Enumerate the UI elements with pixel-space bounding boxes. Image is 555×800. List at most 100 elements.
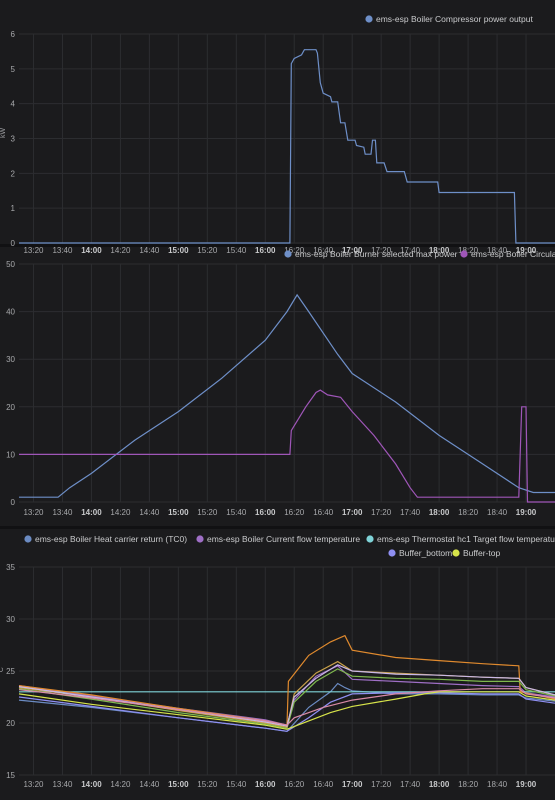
series-line-series-5 bbox=[18, 634, 555, 726]
x-tick-label: 18:00 bbox=[429, 246, 450, 255]
x-tick-label: 13:40 bbox=[52, 780, 73, 789]
x-tick-label: 17:20 bbox=[371, 780, 392, 789]
legend-marker bbox=[284, 250, 292, 258]
legend-label: ems-esp Boiler Circula bbox=[471, 249, 555, 259]
y-tick-label: 50 bbox=[6, 260, 15, 269]
y-tick-label: 15 bbox=[6, 771, 15, 780]
x-tick-label: 17:00 bbox=[342, 246, 363, 255]
x-tick-label: 14:40 bbox=[139, 780, 160, 789]
panel-divider bbox=[0, 244, 555, 247]
x-tick-label: 14:40 bbox=[139, 508, 160, 517]
x-tick-label: 16:00 bbox=[255, 246, 276, 255]
series-line-ems-esp-boiler-compressor-power-output bbox=[19, 49, 555, 244]
legend-marker bbox=[196, 535, 204, 543]
chart-panel-1: 0 1 2 3 4 5 6 13:20 13:40 14:00 14:20 14:40 15:00 15:… bbox=[0, 14, 555, 255]
x-tick-label: 17:40 bbox=[400, 246, 421, 255]
x-tick-label: 15:20 bbox=[197, 246, 218, 255]
series-line-buffer-top bbox=[18, 691, 555, 730]
x-tick-label: 16:40 bbox=[313, 780, 334, 789]
series-line-buffer-bottom bbox=[18, 692, 555, 732]
y-tick-label: 0 bbox=[11, 239, 16, 248]
x-tick-label: 17:40 bbox=[400, 508, 421, 517]
y-tick-label: 10 bbox=[6, 450, 15, 459]
x-tick-label: 18:40 bbox=[487, 246, 508, 255]
series-line-series-6 bbox=[18, 668, 555, 729]
x-tick-label: 18:00 bbox=[429, 508, 450, 517]
y-tick-label: 4 bbox=[11, 100, 16, 109]
x-tick-label: 15:00 bbox=[168, 508, 189, 517]
legend-label: ems-esp Boiler Burner selected max power bbox=[295, 249, 458, 259]
legend-marker bbox=[460, 250, 468, 258]
y-tick-label: 2 bbox=[11, 169, 16, 178]
x-tick-label: 14:00 bbox=[81, 508, 102, 517]
legend-marker bbox=[366, 535, 374, 543]
series-line-ems-esp-boiler-burner-selected-max-power bbox=[19, 293, 555, 498]
x-tick-label: 17:20 bbox=[371, 246, 392, 255]
y-tick-label: 3 bbox=[11, 135, 16, 144]
x-tick-label: 16:40 bbox=[313, 508, 334, 517]
x-tick-label: 14:00 bbox=[81, 246, 102, 255]
x-tick-label: 15:40 bbox=[226, 508, 247, 517]
x-tick-label: 18:20 bbox=[458, 246, 479, 255]
x-tick-label: 15:00 bbox=[168, 780, 189, 789]
x-tick-label: 19:00 bbox=[516, 508, 537, 517]
legend-label: ems-esp Boiler Current flow temperature bbox=[207, 534, 360, 544]
y-axis-unit: kW bbox=[0, 128, 7, 139]
chart-panel-2: 0 10 20 30 40 50 13:20 13:40 14:00 14:20 14:40 15:0… bbox=[6, 249, 555, 517]
legend-marker bbox=[388, 549, 396, 557]
legend-label: Buffer-top bbox=[463, 548, 500, 558]
x-tick-label: 13:40 bbox=[52, 508, 73, 517]
x-tick-label: 14:20 bbox=[110, 780, 131, 789]
x-tick-label: 15:40 bbox=[226, 780, 247, 789]
x-tick-label: 13:20 bbox=[23, 780, 44, 789]
legend-label: Buffer_bottom bbox=[399, 548, 452, 558]
x-tick-label: 19:00 bbox=[516, 246, 537, 255]
x-tick-label: 19:00 bbox=[516, 780, 537, 789]
x-tick-label: 16:00 bbox=[255, 508, 276, 517]
x-tick-label: 16:20 bbox=[284, 780, 305, 789]
x-tick-label: 15:00 bbox=[168, 246, 189, 255]
x-tick-label: 15:20 bbox=[197, 780, 218, 789]
x-tick-label: 13:20 bbox=[23, 246, 44, 255]
y-tick-label: 25 bbox=[6, 667, 15, 676]
legend-label: ems-esp Thermostat hc1 Target flow tempe… bbox=[377, 534, 555, 544]
x-tick-label: 15:20 bbox=[197, 508, 218, 517]
legend-marker bbox=[365, 15, 373, 23]
x-tick-label: 16:40 bbox=[313, 246, 334, 255]
x-tick-label: 18:20 bbox=[458, 508, 479, 517]
y-tick-label: 35 bbox=[6, 563, 15, 572]
x-tick-label: 18:20 bbox=[458, 780, 479, 789]
y-tick-label: 6 bbox=[11, 30, 16, 39]
legend-label: ems-esp Boiler Compressor power output bbox=[376, 14, 533, 24]
x-tick-label: 14:20 bbox=[110, 508, 131, 517]
x-tick-label: 13:20 bbox=[23, 508, 44, 517]
x-tick-label: 17:00 bbox=[342, 780, 363, 789]
legend-label: ems-esp Boiler Heat carrier return (TC0) bbox=[35, 534, 187, 544]
x-tick-label: 16:20 bbox=[284, 246, 305, 255]
y-tick-label: 40 bbox=[6, 308, 15, 317]
panel-divider bbox=[0, 526, 555, 529]
x-tick-label: 14:00 bbox=[81, 780, 102, 789]
x-tick-label: 14:40 bbox=[139, 246, 160, 255]
y-tick-label: 20 bbox=[6, 719, 15, 728]
x-tick-label: 14:20 bbox=[110, 246, 131, 255]
series-line-series-9 bbox=[18, 688, 555, 726]
x-tick-label: 18:40 bbox=[487, 780, 508, 789]
x-tick-label: 15:40 bbox=[226, 246, 247, 255]
x-tick-label: 16:20 bbox=[284, 508, 305, 517]
x-tick-label: 17:40 bbox=[400, 780, 421, 789]
x-tick-label: 17:20 bbox=[371, 508, 392, 517]
chart-panel-3: 15 20 25 30 35 13:20 13:40 14:00 14:20 14:40 15:00… bbox=[0, 534, 555, 789]
y-axis-unit: °C bbox=[0, 667, 5, 675]
x-tick-label: 13:40 bbox=[52, 246, 73, 255]
y-tick-label: 20 bbox=[6, 403, 15, 412]
y-tick-label: 30 bbox=[6, 355, 15, 364]
y-tick-label: 30 bbox=[6, 615, 15, 624]
y-tick-label: 1 bbox=[11, 204, 16, 213]
x-tick-label: 16:00 bbox=[255, 780, 276, 789]
series-line-ems-esp-boiler-circula bbox=[19, 389, 555, 503]
x-tick-label: 17:00 bbox=[342, 508, 363, 517]
x-tick-label: 18:00 bbox=[429, 780, 450, 789]
y-tick-label: 0 bbox=[11, 498, 16, 507]
